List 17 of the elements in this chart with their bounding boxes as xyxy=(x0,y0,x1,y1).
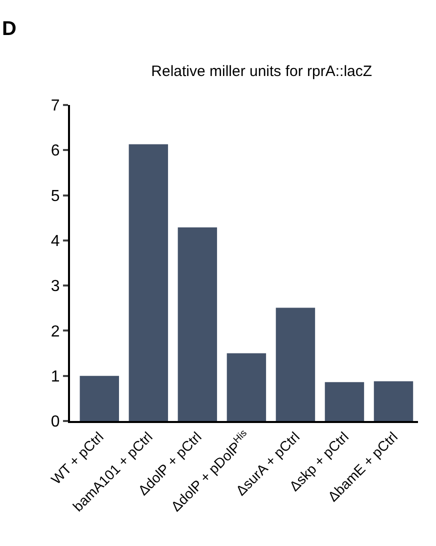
bar xyxy=(128,144,168,421)
bar xyxy=(276,308,316,421)
bar xyxy=(80,376,120,421)
text: D xyxy=(2,18,16,40)
y-tick-label: 3 xyxy=(50,278,60,296)
y-tick-label: 4 xyxy=(50,233,60,250)
y-tick-label: 2 xyxy=(50,323,60,340)
y-tick-label: 5 xyxy=(50,188,60,205)
bar xyxy=(374,381,414,421)
y-tick-label: 0 xyxy=(50,414,60,431)
chart-title: Relative miller units for rprA::lacZ xyxy=(151,63,372,80)
bar xyxy=(324,382,364,421)
y-tick-label: 7 xyxy=(50,98,60,115)
y-tick-label: 6 xyxy=(50,142,60,160)
bar xyxy=(178,227,218,421)
y-tick-label: 1 xyxy=(50,368,60,386)
bar xyxy=(226,353,266,421)
